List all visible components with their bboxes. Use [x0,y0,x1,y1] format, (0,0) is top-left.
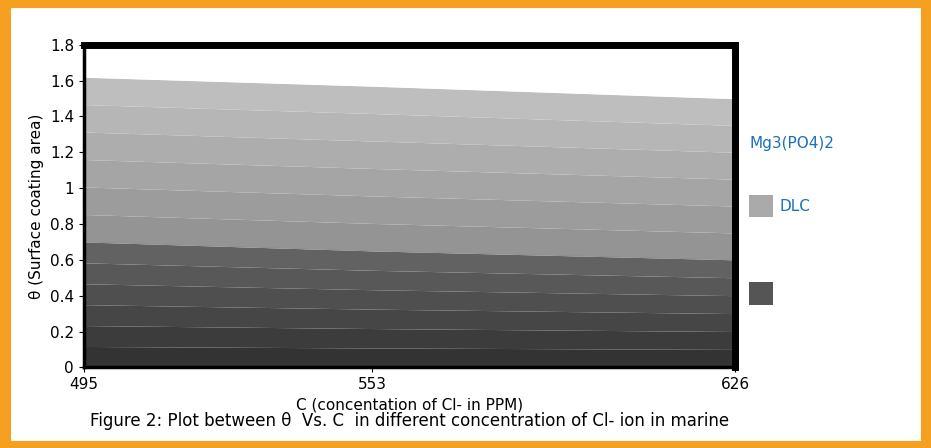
Text: DLC: DLC [779,198,810,214]
X-axis label: C (concentation of Cl- in PPM): C (concentation of Cl- in PPM) [296,398,523,413]
Y-axis label: θ (Surface coating area): θ (Surface coating area) [29,113,45,299]
Text: Mg3(PO4)2: Mg3(PO4)2 [749,136,834,151]
Text: Figure 2: Plot between θ  Vs. C  in different concentration of Cl- ion in marine: Figure 2: Plot between θ Vs. C in differ… [90,412,729,430]
